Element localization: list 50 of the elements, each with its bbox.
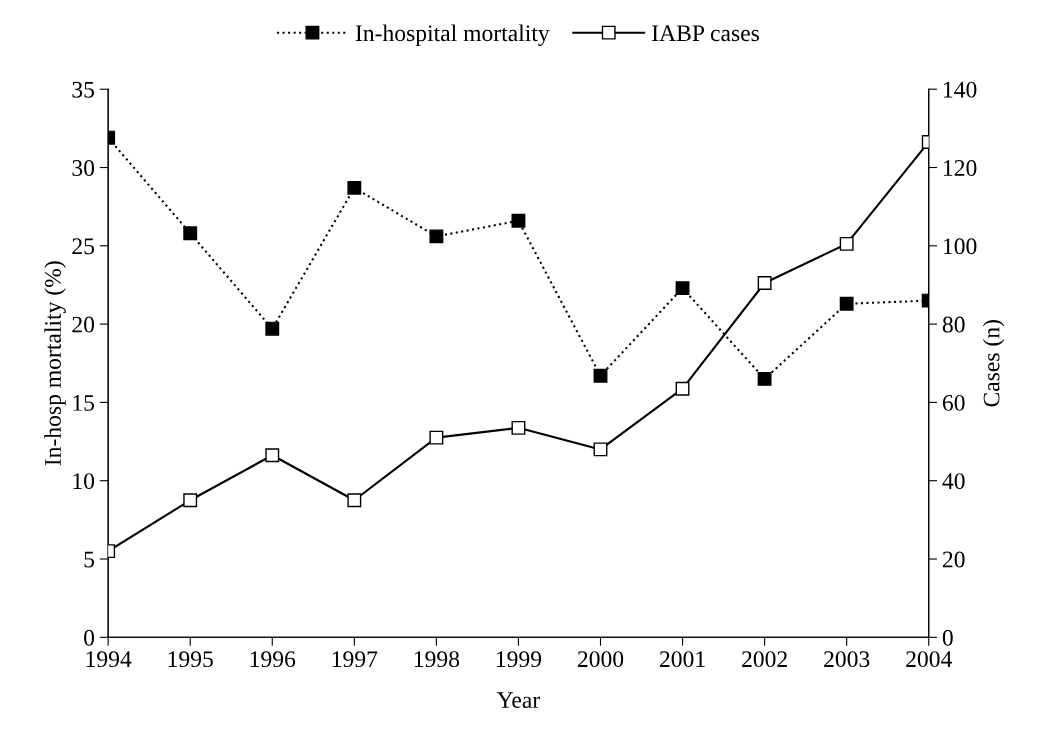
point bbox=[429, 430, 444, 445]
y2-tick-label: 140 bbox=[943, 81, 977, 98]
point bbox=[429, 229, 444, 244]
x-tick-label: 2002 bbox=[742, 651, 787, 668]
point bbox=[675, 381, 690, 396]
point bbox=[839, 296, 854, 311]
y2-tick-label: 20 bbox=[942, 551, 965, 568]
point bbox=[757, 276, 772, 290]
point bbox=[347, 180, 362, 195]
y-axis-title: In-hosp mortality (%) bbox=[44, 261, 66, 466]
point bbox=[757, 371, 772, 386]
y-tick-label: 0 bbox=[84, 629, 95, 646]
y2-axis-title: Cases (n) bbox=[982, 320, 1005, 407]
x-tick-label: 2000 bbox=[577, 651, 624, 668]
point bbox=[347, 493, 362, 508]
y2-tick-label: 80 bbox=[942, 316, 965, 333]
point bbox=[839, 236, 854, 251]
y-tick-label: 30 bbox=[72, 160, 95, 176]
y-tick-label: 25 bbox=[72, 238, 95, 255]
x-tick-label: 2004 bbox=[906, 651, 952, 668]
x-tick-label: 1998 bbox=[414, 651, 460, 668]
x-tick-label: 1997 bbox=[332, 651, 378, 668]
point bbox=[593, 442, 608, 457]
x-tick-label: 2001 bbox=[659, 651, 705, 668]
point bbox=[593, 368, 608, 383]
y2-tick-label: 60 bbox=[942, 394, 965, 411]
point bbox=[511, 420, 526, 435]
x-tick-label: 1996 bbox=[250, 651, 296, 668]
x-tick-label: 1999 bbox=[496, 651, 542, 668]
y-tick-label: 20 bbox=[72, 316, 95, 333]
y-tick-label: 35 bbox=[72, 81, 95, 98]
y2-tick-label: 40 bbox=[942, 473, 965, 490]
legend-label: IABP cases bbox=[652, 25, 759, 42]
point bbox=[183, 493, 198, 508]
y2-tick-label: 100 bbox=[943, 238, 977, 255]
x-tick-label: 2003 bbox=[824, 651, 870, 668]
y-tick-label: 5 bbox=[84, 551, 95, 568]
y2-tick-label: 120 bbox=[943, 160, 977, 176]
y-tick-label: 15 bbox=[73, 395, 95, 411]
legend-label: In-hospital mortality bbox=[355, 24, 550, 47]
x-axis-title: Year bbox=[496, 692, 540, 708]
point bbox=[183, 226, 198, 241]
point bbox=[265, 448, 280, 463]
point bbox=[511, 213, 526, 228]
y-tick-label: 10 bbox=[73, 473, 95, 490]
x-tick-label: 1994 bbox=[86, 651, 132, 668]
point bbox=[675, 281, 690, 296]
y2-tick-label: 0 bbox=[942, 629, 953, 646]
point bbox=[265, 321, 280, 336]
x-tick-label: 1995 bbox=[168, 651, 213, 668]
